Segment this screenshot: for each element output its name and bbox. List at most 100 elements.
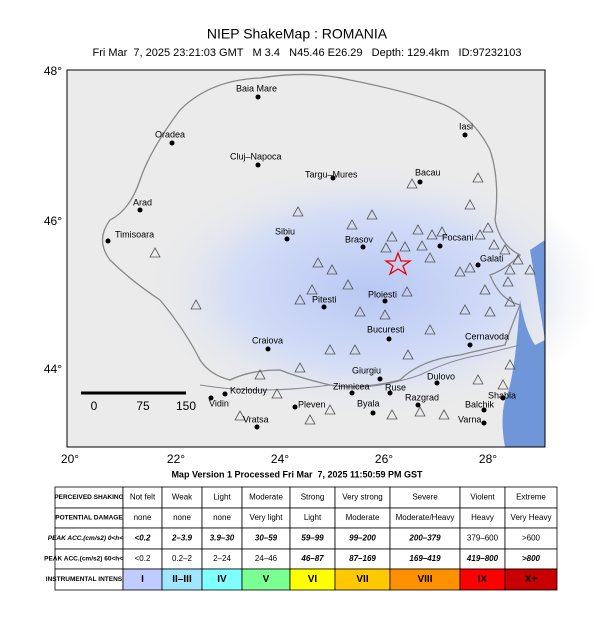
station bbox=[504, 296, 516, 307]
cell-text: VI bbox=[308, 574, 318, 585]
city-label: Craiova bbox=[252, 335, 283, 345]
station bbox=[271, 388, 283, 399]
city-dot bbox=[417, 179, 423, 185]
lon-label: 28° bbox=[479, 452, 497, 466]
station bbox=[324, 344, 336, 355]
cell-text: VII bbox=[356, 574, 368, 585]
city-label: Cernavoda bbox=[465, 331, 509, 341]
station bbox=[324, 404, 336, 415]
station bbox=[416, 240, 428, 251]
city-dot bbox=[437, 243, 443, 249]
city-label: Iasi bbox=[459, 121, 473, 131]
lat-label: 44° bbox=[44, 362, 62, 376]
cell-text: I bbox=[141, 574, 144, 585]
border bbox=[101, 73, 522, 388]
city-label: Pleven bbox=[298, 399, 326, 409]
cell-text: 419–800 bbox=[466, 554, 499, 563]
city-dot bbox=[481, 407, 487, 413]
city-label: Sibiu bbox=[275, 226, 295, 236]
city-dot bbox=[255, 94, 261, 100]
station bbox=[474, 229, 486, 240]
city-dot bbox=[321, 304, 327, 310]
station bbox=[304, 414, 316, 425]
station bbox=[386, 231, 398, 242]
subtitle: Fri Mar 7, 2025 23:21:03 GMT M 3.4 N45.4… bbox=[92, 47, 521, 59]
station bbox=[414, 406, 426, 417]
station bbox=[479, 284, 491, 295]
city-label: Ploiesti bbox=[368, 289, 397, 299]
cell-text: Light bbox=[213, 493, 231, 502]
station bbox=[424, 324, 436, 335]
city-label: Timisoara bbox=[115, 229, 154, 239]
city-label: Balchik bbox=[465, 399, 495, 409]
station bbox=[438, 409, 450, 420]
city-dot bbox=[137, 207, 143, 213]
station bbox=[294, 362, 306, 373]
city-label: Pitesti bbox=[312, 294, 337, 304]
danube bbox=[199, 344, 521, 391]
city-label: Razgrad bbox=[405, 392, 439, 402]
station bbox=[499, 244, 511, 255]
cell-text: VIII bbox=[417, 574, 432, 585]
cell-text: 2–3.9 bbox=[171, 534, 193, 543]
city-label: Vratsa bbox=[243, 414, 269, 424]
station bbox=[399, 241, 411, 252]
epicenter bbox=[383, 251, 413, 276]
cell-text: none bbox=[213, 513, 231, 522]
city-dot bbox=[386, 336, 392, 342]
station bbox=[482, 222, 494, 233]
station bbox=[454, 266, 466, 277]
station bbox=[504, 264, 516, 275]
cell-text: <0.2 bbox=[135, 534, 151, 543]
row-header: PEAK ACC.(cm/s2) 0<h<60 bbox=[48, 535, 131, 542]
station bbox=[464, 199, 476, 210]
station bbox=[149, 247, 161, 258]
lat-label: 48° bbox=[44, 64, 62, 78]
station bbox=[342, 279, 354, 290]
city-dot bbox=[387, 390, 393, 396]
city-dot bbox=[105, 238, 111, 244]
scale-label: 150 bbox=[176, 399, 196, 413]
cell-text: 46–87 bbox=[300, 554, 324, 563]
cell-text: Heavy bbox=[471, 513, 494, 522]
cell-text: >800 bbox=[522, 554, 541, 563]
city-label: Varna bbox=[458, 414, 481, 424]
cell-text: Moderate bbox=[249, 493, 283, 502]
station bbox=[349, 344, 361, 355]
version: Map Version 1 Processed Fri Mar 7, 2025 … bbox=[171, 469, 423, 479]
cell-text: 30–59 bbox=[255, 534, 278, 543]
row-header: PERCEIVED SHAKING bbox=[54, 494, 123, 501]
station bbox=[426, 229, 438, 240]
city-dot bbox=[255, 162, 261, 168]
city-dot bbox=[330, 175, 336, 181]
cell-text: Not felt bbox=[130, 493, 156, 502]
city-dot bbox=[284, 236, 290, 242]
station bbox=[472, 374, 484, 385]
city-label: Baia Mare bbox=[236, 83, 277, 93]
cell-text: none bbox=[173, 513, 191, 522]
city-dot bbox=[475, 262, 481, 268]
station bbox=[484, 306, 496, 317]
station bbox=[524, 264, 536, 275]
city-dot bbox=[360, 244, 366, 250]
cell-text: Extreme bbox=[516, 493, 546, 502]
city-label: Vidin bbox=[209, 398, 229, 408]
city-label: Shabla bbox=[488, 390, 516, 400]
city-dot bbox=[292, 404, 298, 410]
city-dot bbox=[415, 402, 421, 408]
cell-text: Light bbox=[304, 513, 322, 522]
cell-text: Violent bbox=[470, 493, 495, 502]
city-label: Brasov bbox=[345, 234, 374, 244]
city-dot bbox=[349, 390, 355, 396]
lon-label: 26° bbox=[375, 452, 393, 466]
station bbox=[312, 257, 324, 268]
table-cell bbox=[504, 568, 558, 591]
cell-text: <0.2 bbox=[135, 554, 151, 563]
city-label: Bacau bbox=[415, 167, 441, 177]
cell-text: Severe bbox=[412, 493, 438, 502]
station bbox=[294, 294, 306, 305]
row-header: PEAK ACC.(cm/s2) 60<h<200 bbox=[44, 556, 134, 563]
city-dot bbox=[467, 342, 473, 348]
station bbox=[380, 242, 392, 253]
